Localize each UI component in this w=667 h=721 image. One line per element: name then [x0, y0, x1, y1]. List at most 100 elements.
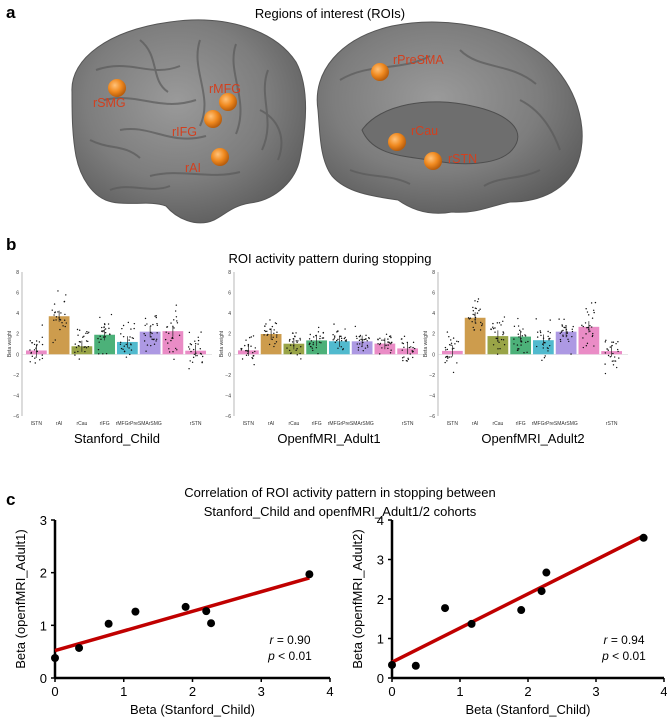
subject-dot [565, 328, 568, 331]
subject-dot [456, 340, 458, 342]
subject-dot [244, 344, 246, 347]
y-tick-label: 4 [228, 311, 231, 317]
subject-dot [296, 354, 298, 356]
subject-dot [333, 338, 335, 340]
subject-dot [122, 324, 125, 327]
subject-dot [168, 332, 170, 335]
subject-dot [266, 330, 268, 332]
category-label: rSTN [606, 421, 618, 427]
subject-dot [448, 356, 451, 358]
subject-dot [268, 343, 271, 346]
subject-dot [467, 317, 470, 319]
subject-dot [64, 325, 66, 328]
subject-dot [472, 310, 475, 312]
subject-dot [57, 311, 59, 313]
r-value: = 0.94 [607, 633, 644, 647]
subject-dot [156, 324, 159, 327]
subject-dot [606, 348, 608, 350]
subject-dot [276, 331, 278, 333]
subject-dot [408, 346, 411, 349]
subject-dot [450, 356, 452, 358]
y-tick-label: 0 [16, 352, 19, 358]
y-tick-label: 0 [432, 352, 435, 358]
subject-dot [290, 352, 292, 354]
subject-dot [31, 355, 34, 358]
subject-dot [524, 334, 526, 336]
subject-dot [322, 337, 325, 339]
subject-dot [63, 319, 66, 321]
category-label: rMFGrPreSMArSMG [532, 421, 578, 427]
subject-dot [446, 331, 449, 333]
subject-dot [571, 328, 573, 330]
subject-dot [358, 339, 361, 342]
subject-dot [474, 300, 476, 302]
bar-rMFG [117, 341, 138, 355]
subject-dot [263, 334, 265, 336]
subject-dot [607, 354, 610, 357]
subject-dot [562, 334, 564, 336]
x-tick-label: 3 [258, 684, 265, 699]
subject-dot [35, 340, 38, 342]
subject-dot [604, 372, 607, 375]
subject-dot [296, 348, 298, 350]
subject-dot [571, 330, 574, 333]
subject-dot [497, 340, 499, 342]
subject-dot [379, 343, 381, 346]
subject-dot [199, 348, 201, 350]
subject-dot [520, 344, 522, 346]
scatter-plot-1: 0 1 2 3 4 0 1 2 3 4 Beta (Stanford_Child) Beta (ope… [350, 513, 667, 717]
subject-dot [29, 349, 31, 351]
subject-dot [494, 327, 496, 329]
subject-dot [188, 348, 191, 350]
r-value: = 0.90 [273, 633, 310, 647]
subject-dot [107, 323, 110, 325]
subject-dot [273, 329, 275, 331]
subject-dot [102, 329, 104, 332]
subject-dot [104, 336, 106, 338]
subject-dot [472, 326, 474, 329]
subject-dot [168, 348, 170, 350]
subject-dot [570, 353, 572, 355]
subject-dot [189, 360, 191, 362]
subject-dot [190, 350, 192, 353]
cohort-name: OpenfMRI_Adult1 [277, 431, 380, 446]
subject-dot [150, 336, 152, 338]
subject-dot [164, 338, 167, 341]
subject-dot [609, 346, 611, 348]
subject-dot [403, 335, 406, 338]
subject-dot [388, 342, 391, 344]
subject-dot [74, 354, 76, 356]
subject-dot [366, 344, 369, 347]
subject-dot [240, 349, 243, 351]
subject-dot [360, 338, 362, 341]
roi-label-rmfg: rMFG [209, 82, 241, 96]
subject-dot [130, 328, 132, 330]
subject-dot [611, 341, 613, 343]
subject-dot [57, 290, 59, 292]
subject-dot [471, 321, 473, 323]
subject-dot [99, 316, 101, 319]
subject-dot [271, 338, 273, 341]
subject-dot [492, 344, 495, 346]
subject-dot [152, 323, 154, 326]
subject-dot [444, 361, 446, 364]
subject-dot [276, 334, 278, 336]
subject-dot [582, 325, 584, 328]
subject-dot [405, 360, 408, 362]
subject-dot [129, 336, 131, 338]
data-point [181, 602, 190, 611]
subject-dot [312, 342, 315, 344]
subject-dot [452, 337, 455, 339]
subject-dot [252, 352, 254, 354]
data-point [441, 604, 450, 613]
subject-dot [174, 347, 177, 350]
panel-c-title-line2: Stanford_Child and openfMRI_Adult1/2 coh… [204, 504, 477, 519]
subject-dot [36, 350, 38, 353]
category-label: rCau [288, 421, 299, 427]
subject-dot [383, 339, 385, 341]
subject-dot [188, 368, 190, 370]
subject-dot [591, 326, 593, 328]
subject-dot [121, 327, 123, 330]
subject-dot [310, 340, 313, 342]
